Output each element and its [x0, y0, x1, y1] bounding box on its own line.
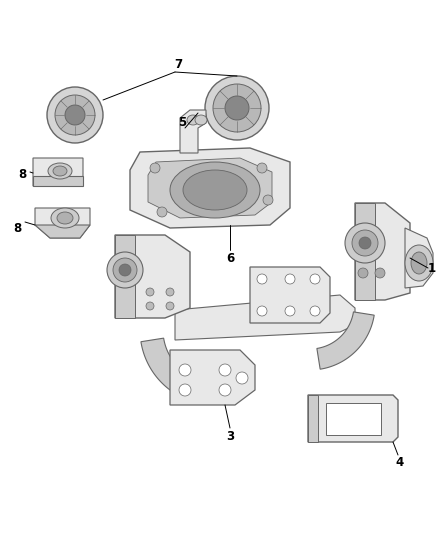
Ellipse shape	[119, 264, 131, 276]
Polygon shape	[141, 338, 207, 404]
Polygon shape	[355, 203, 410, 300]
Polygon shape	[35, 208, 90, 238]
Polygon shape	[115, 235, 135, 318]
Ellipse shape	[179, 384, 191, 396]
Ellipse shape	[113, 258, 137, 282]
Ellipse shape	[179, 364, 191, 376]
Polygon shape	[130, 148, 290, 228]
Polygon shape	[148, 158, 272, 218]
Ellipse shape	[405, 245, 433, 281]
Ellipse shape	[257, 163, 267, 173]
Ellipse shape	[375, 268, 385, 278]
Ellipse shape	[55, 95, 95, 135]
Ellipse shape	[358, 268, 368, 278]
Ellipse shape	[187, 115, 199, 125]
Polygon shape	[317, 312, 374, 369]
Ellipse shape	[170, 162, 260, 218]
Ellipse shape	[257, 274, 267, 284]
Ellipse shape	[150, 163, 160, 173]
Ellipse shape	[65, 105, 85, 125]
Ellipse shape	[236, 372, 248, 384]
Ellipse shape	[310, 274, 320, 284]
Polygon shape	[180, 110, 206, 153]
Ellipse shape	[345, 223, 385, 263]
Ellipse shape	[285, 306, 295, 316]
Ellipse shape	[47, 87, 103, 143]
Text: 3: 3	[226, 430, 234, 442]
Polygon shape	[33, 176, 83, 186]
Ellipse shape	[166, 302, 174, 310]
Text: 4: 4	[396, 456, 404, 470]
Polygon shape	[175, 295, 355, 340]
Ellipse shape	[225, 96, 249, 120]
Ellipse shape	[285, 274, 295, 284]
Ellipse shape	[183, 170, 247, 210]
Ellipse shape	[146, 302, 154, 310]
Polygon shape	[308, 395, 398, 442]
Ellipse shape	[263, 195, 273, 205]
Polygon shape	[33, 158, 83, 186]
Ellipse shape	[166, 288, 174, 296]
Polygon shape	[115, 235, 190, 318]
Ellipse shape	[48, 163, 72, 179]
Ellipse shape	[213, 84, 261, 132]
Polygon shape	[308, 395, 318, 442]
Bar	[326, 403, 381, 435]
Polygon shape	[250, 267, 330, 323]
Ellipse shape	[257, 306, 267, 316]
Ellipse shape	[205, 76, 269, 140]
Polygon shape	[355, 203, 375, 300]
Ellipse shape	[107, 252, 143, 288]
Text: 1: 1	[428, 262, 436, 274]
Polygon shape	[35, 225, 90, 238]
Text: 6: 6	[226, 252, 234, 264]
Polygon shape	[170, 350, 255, 405]
Ellipse shape	[219, 364, 231, 376]
Ellipse shape	[53, 166, 67, 176]
Text: 7: 7	[174, 59, 182, 71]
Text: 5: 5	[178, 116, 186, 128]
Ellipse shape	[310, 306, 320, 316]
Text: 8: 8	[18, 168, 26, 182]
Ellipse shape	[57, 212, 73, 224]
Ellipse shape	[219, 384, 231, 396]
Polygon shape	[405, 228, 433, 288]
Ellipse shape	[411, 252, 427, 274]
Ellipse shape	[51, 208, 79, 228]
Ellipse shape	[195, 115, 207, 125]
Ellipse shape	[157, 207, 167, 217]
Ellipse shape	[146, 288, 154, 296]
Text: 8: 8	[13, 222, 21, 235]
Ellipse shape	[352, 230, 378, 256]
Ellipse shape	[359, 237, 371, 249]
